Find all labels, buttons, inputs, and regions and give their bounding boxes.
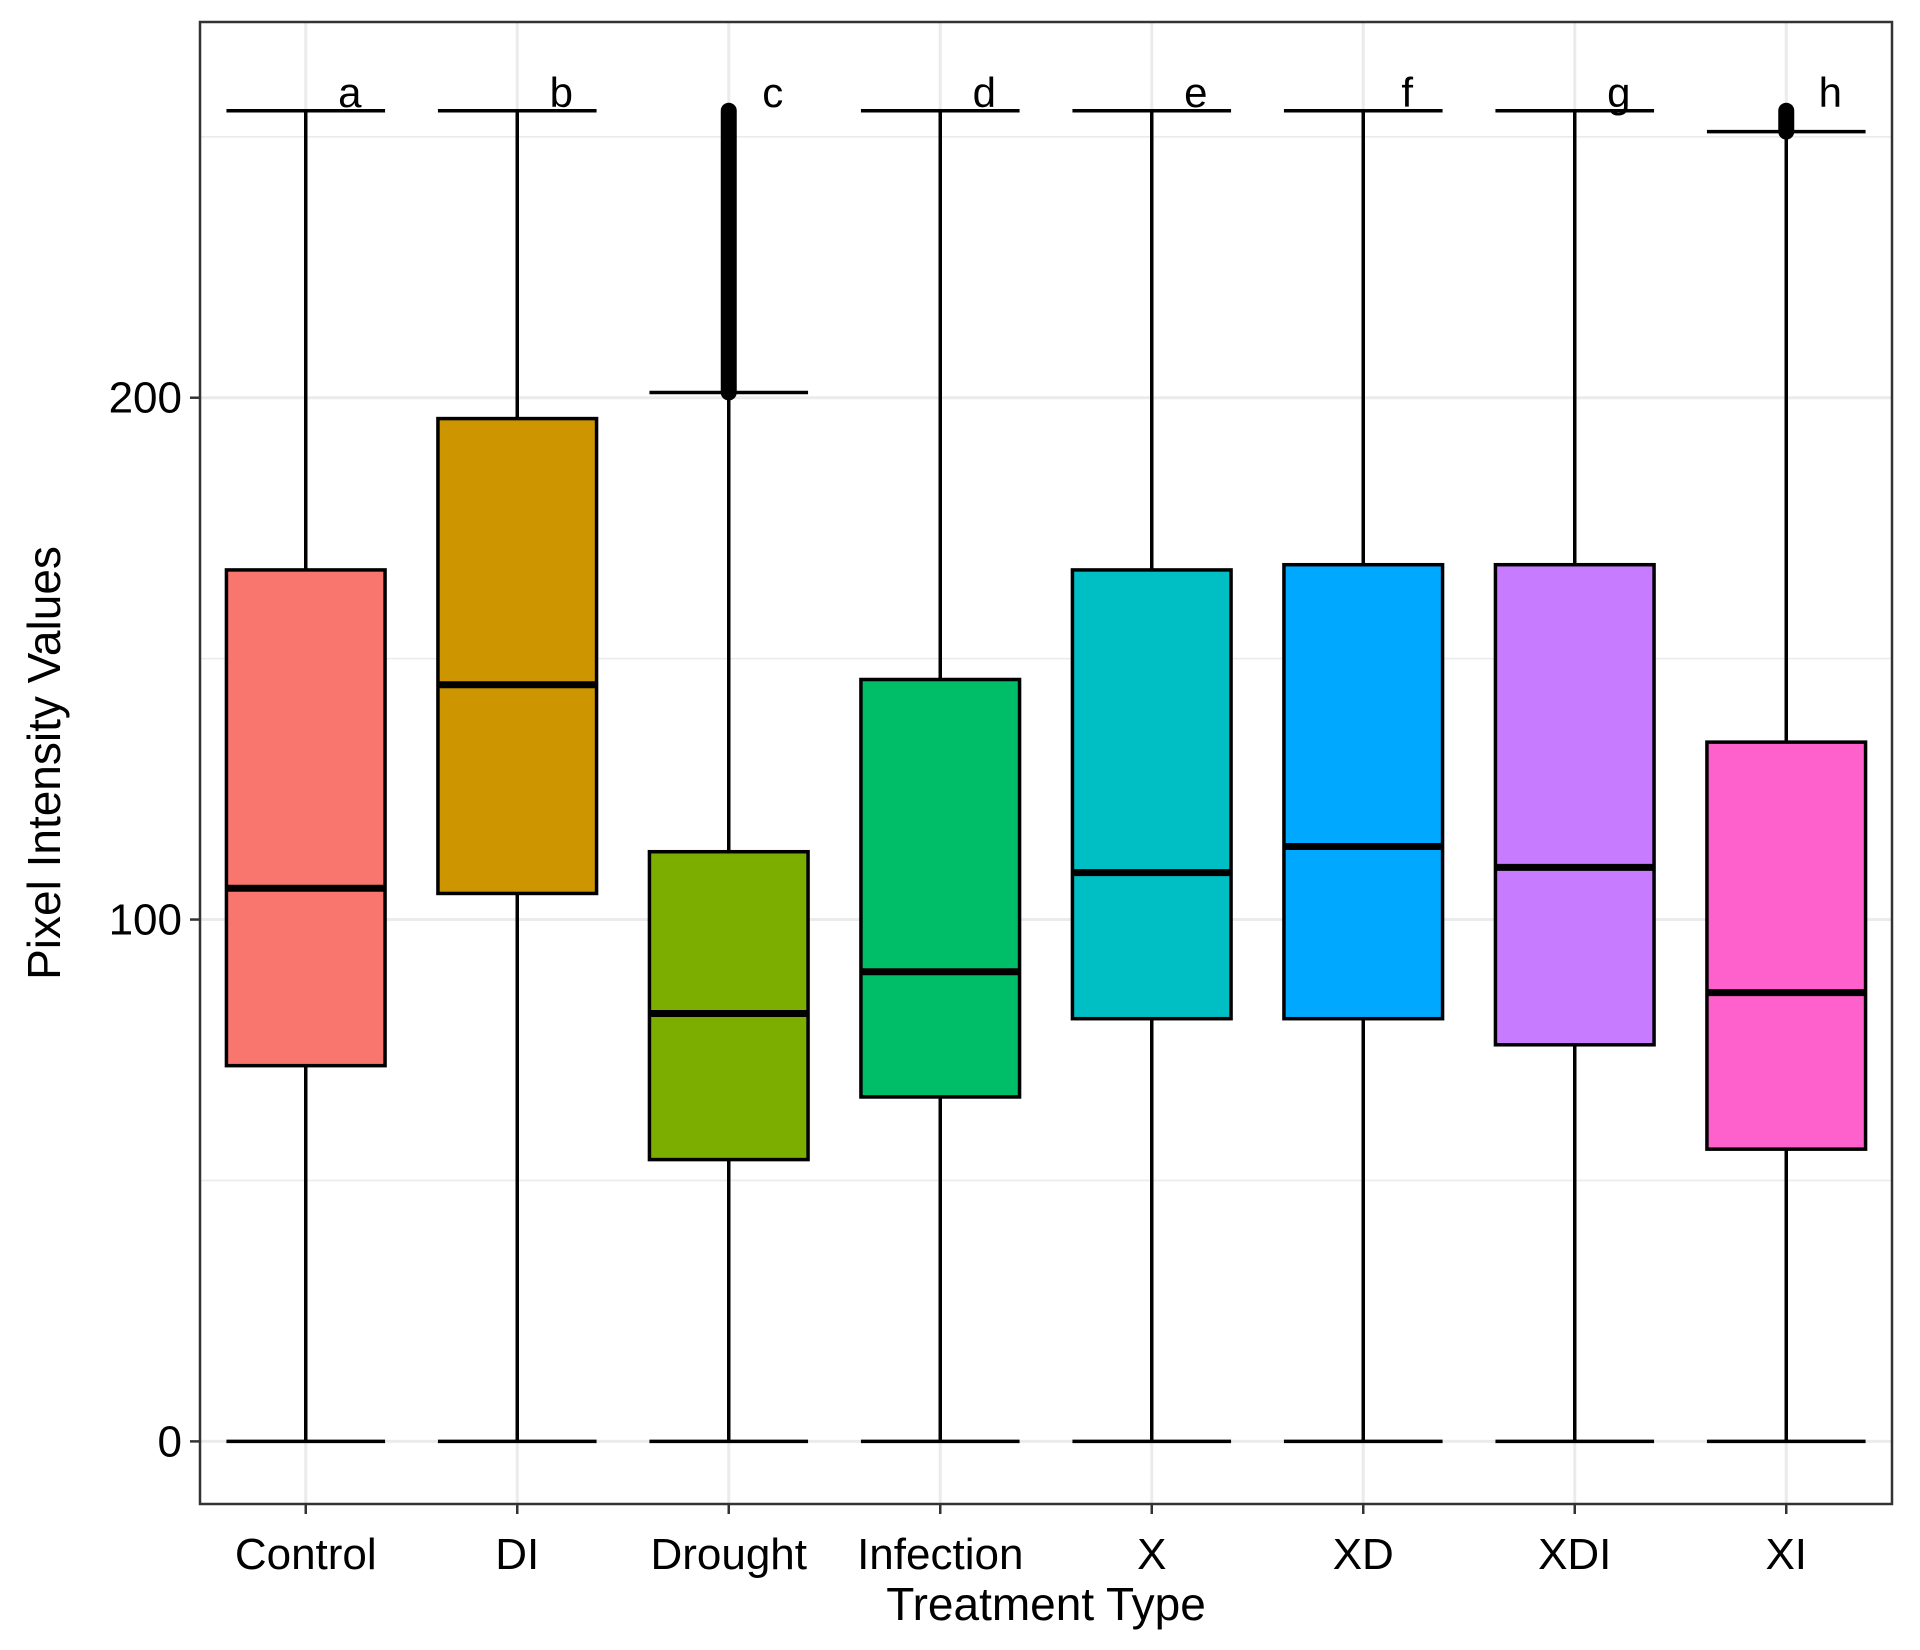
significance-label: c [762, 69, 783, 116]
significance-label: h [1819, 69, 1842, 116]
x-tick-label: Drought [650, 1530, 807, 1579]
x-tick-label: XD [1333, 1530, 1394, 1579]
y-tick-label: 0 [158, 1417, 182, 1466]
x-axis-title: Treatment Type [886, 1578, 1206, 1630]
box-body [859, 677, 1022, 1099]
box-body [1493, 562, 1656, 1047]
box-body [1282, 562, 1445, 1021]
y-tick-label: 100 [109, 896, 182, 945]
box-control: a [224, 69, 387, 1444]
significance-label: g [1607, 69, 1630, 116]
box-body [224, 568, 387, 1068]
box-xi: h [1705, 69, 1868, 1444]
significance-label: d [973, 69, 996, 116]
y-tick-label: 200 [109, 374, 182, 423]
box-xdi: g [1493, 69, 1656, 1444]
x-tick-label: Control [235, 1530, 377, 1579]
significance-label: e [1184, 69, 1207, 116]
boxes: a b c d e f g h [224, 69, 1868, 1444]
box-body [1070, 568, 1233, 1021]
box-x: e [1070, 69, 1233, 1444]
significance-label: a [338, 69, 362, 116]
box-body [436, 416, 599, 896]
x-tick-label: DI [495, 1530, 539, 1579]
x-tick-label: X [1137, 1530, 1166, 1579]
significance-label: f [1401, 69, 1413, 116]
box-drought: c [647, 69, 810, 1444]
y-axis-title: Pixel Intensity Values [18, 546, 70, 980]
box-di: b [436, 69, 599, 1444]
plot-panel-border [198, 20, 1894, 1506]
box-infection: d [859, 69, 1022, 1444]
significance-label: b [550, 69, 573, 116]
x-tick-label: Infection [857, 1530, 1023, 1579]
box-xd: f [1282, 69, 1445, 1444]
box-body [647, 849, 810, 1162]
x-tick-label: XI [1765, 1530, 1807, 1579]
box-body [1705, 740, 1868, 1151]
axes: 0 100 200 Control DI Drought Infection X XD XDI XI [109, 374, 1807, 1579]
x-tick-label: XDI [1538, 1530, 1611, 1579]
